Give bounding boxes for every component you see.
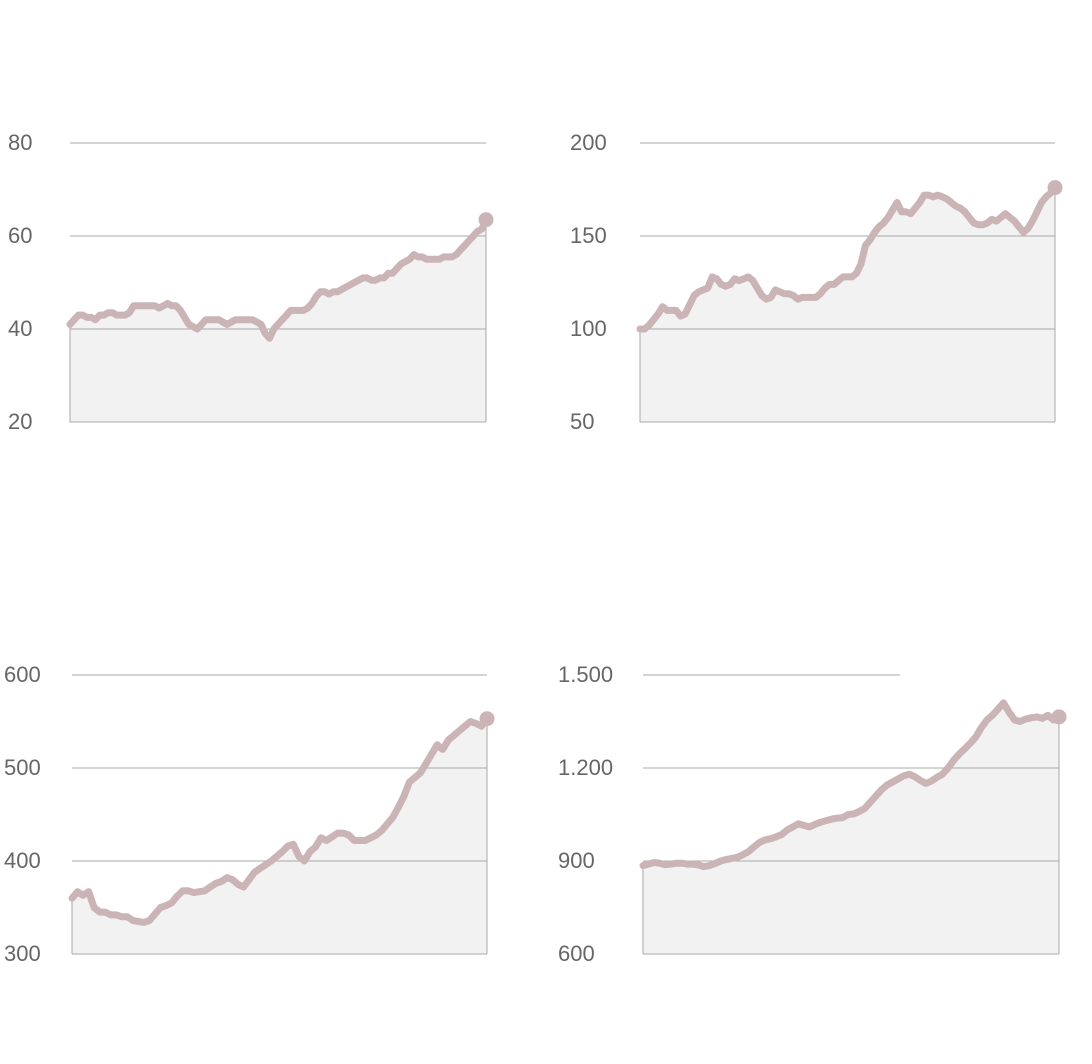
y-tick-label: 1.500 [558, 662, 613, 687]
chart-3: 300 400 500 600 [4, 662, 495, 966]
area-fill [70, 219, 486, 422]
y-tick-label: 300 [4, 941, 41, 966]
end-point-marker [1051, 709, 1067, 725]
y-tick-label: 900 [558, 848, 595, 873]
end-point-marker [1047, 180, 1063, 196]
y-tick-label: 1.200 [558, 755, 613, 780]
y-tick-label: 500 [4, 755, 41, 780]
area-fill [643, 702, 1059, 954]
y-tick-label: 80 [8, 130, 32, 155]
chart-4: 600 900 1.200 1.500 [558, 662, 1067, 966]
y-tick-label: 150 [570, 223, 607, 248]
y-tick-label: 600 [4, 662, 41, 687]
series-line [636, 184, 1059, 333]
y-tick-label: 400 [4, 848, 41, 873]
chart-1: 20 40 60 80 [8, 130, 494, 434]
area-fill [72, 718, 487, 954]
series-line [68, 715, 491, 926]
area-fill [640, 187, 1055, 422]
y-tick-label: 100 [570, 316, 607, 341]
y-tick-label: 60 [8, 223, 32, 248]
y-tick-label: 40 [8, 316, 32, 341]
y-tick-label: 50 [570, 409, 594, 434]
chart-2: 50 100 150 200 [570, 130, 1063, 434]
end-point-marker [478, 212, 494, 228]
end-point-marker [479, 711, 495, 727]
y-tick-label: 200 [570, 130, 607, 155]
y-tick-label: 20 [8, 409, 32, 434]
y-tick-label: 600 [558, 941, 595, 966]
series-line [66, 216, 490, 342]
series-line [639, 699, 1063, 871]
